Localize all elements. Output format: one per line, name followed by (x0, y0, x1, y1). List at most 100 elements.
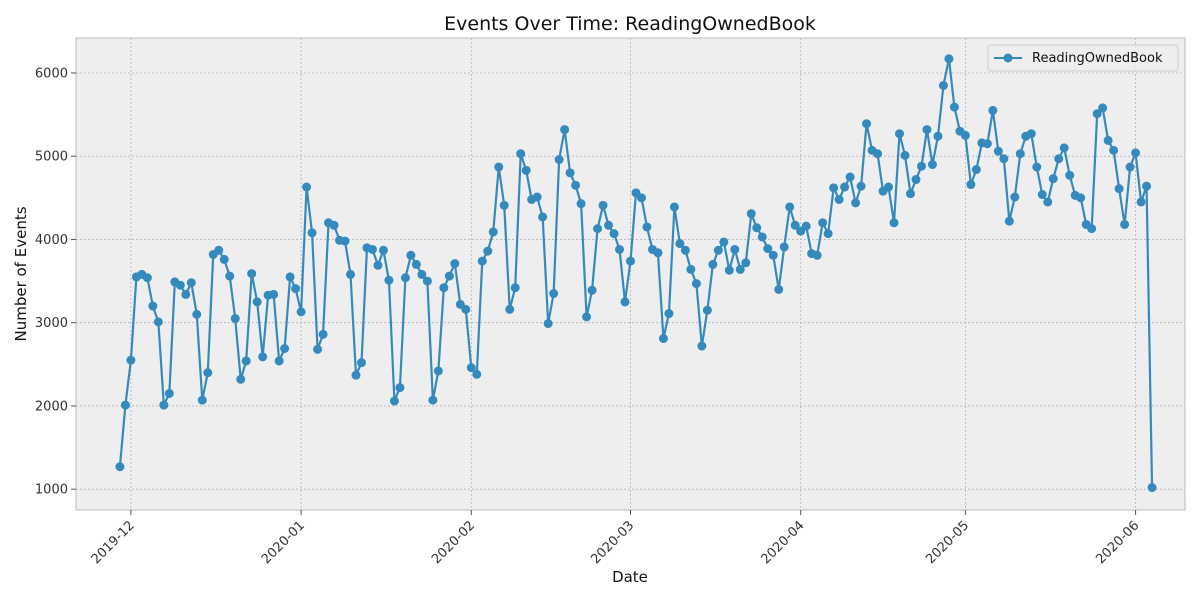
data-point (115, 462, 125, 472)
data-point (1125, 162, 1135, 172)
data-point (845, 172, 855, 182)
data-point (532, 192, 542, 202)
data-point (862, 119, 872, 129)
x-tick-label: 2020-04 (758, 518, 807, 567)
data-point (1098, 103, 1108, 113)
data-point (691, 279, 701, 289)
y-tick-label: 5000 (35, 150, 68, 165)
data-point (949, 102, 959, 112)
data-point (1043, 197, 1053, 207)
data-point (779, 242, 789, 252)
data-point (219, 254, 229, 264)
data-point (966, 180, 976, 190)
data-point (488, 227, 498, 237)
data-point (400, 273, 410, 283)
data-point (1010, 192, 1020, 202)
data-point (565, 168, 575, 178)
grid-layer (76, 38, 1185, 510)
data-point (1076, 193, 1086, 203)
data-point (615, 244, 625, 254)
data-point (823, 229, 833, 239)
data-point (192, 309, 202, 319)
data-point (1131, 148, 1141, 158)
data-point (1120, 219, 1130, 229)
data-point (840, 182, 850, 192)
data-point (560, 125, 570, 135)
data-point (521, 165, 531, 175)
data-point (477, 256, 487, 266)
data-point (433, 366, 443, 376)
data-point (351, 370, 361, 380)
data-point (680, 245, 690, 255)
data-point (356, 358, 366, 368)
data-point (203, 368, 213, 378)
x-tick-label: 2020-06 (1093, 518, 1142, 567)
data-point (153, 317, 163, 327)
data-point (510, 283, 520, 293)
data-point (675, 239, 685, 249)
data-point (971, 165, 981, 175)
data-point (384, 275, 394, 285)
data-point (554, 155, 564, 165)
data-point (1026, 129, 1036, 139)
data-point (873, 149, 883, 159)
data-point (280, 344, 290, 353)
data-point (395, 383, 405, 393)
y-tick-label: 1000 (35, 483, 68, 498)
data-point (252, 297, 262, 307)
data-point (982, 139, 992, 149)
data-point (329, 220, 339, 230)
data-point (746, 209, 756, 219)
data-point (1103, 135, 1113, 145)
y-tick-label: 3000 (35, 316, 68, 331)
data-point (916, 161, 926, 171)
legend: ReadingOwnedBook (987, 44, 1179, 72)
data-point (428, 395, 438, 405)
data-point (499, 200, 509, 210)
data-point (576, 199, 586, 209)
data-point (927, 160, 937, 170)
data-point (505, 304, 515, 314)
data-point (1114, 184, 1124, 194)
data-point (582, 312, 592, 322)
data-point (516, 149, 526, 159)
data-point (724, 265, 734, 275)
data-point (697, 341, 707, 351)
data-point (900, 150, 910, 160)
data-point (1032, 162, 1042, 172)
data-point (411, 259, 421, 269)
data-point (768, 250, 778, 260)
data-point (1142, 181, 1152, 191)
legend-box (987, 44, 1179, 72)
data-point (763, 244, 773, 254)
data-point (1087, 224, 1097, 234)
data-point (1109, 145, 1119, 155)
data-point (735, 264, 745, 274)
data-point (142, 273, 152, 283)
data-point (757, 232, 767, 242)
data-point (1147, 483, 1157, 493)
data-point (186, 278, 196, 288)
legend-marker-swatch (1003, 53, 1013, 63)
data-point (230, 314, 240, 324)
y-tick-label: 4000 (35, 233, 68, 248)
data-point (258, 352, 268, 362)
x-axis-label: Date (612, 568, 648, 586)
x-axis-ticks: 2019-12 2020-01 2020-02 2020-03 2020-04 2020-… (89, 510, 1142, 567)
data-point (340, 236, 350, 246)
data-point (593, 224, 603, 234)
data-point (444, 271, 454, 281)
data-point (346, 269, 355, 279)
data-point (664, 309, 674, 319)
data-point (702, 305, 712, 315)
data-point (225, 271, 235, 281)
data-point (609, 229, 619, 239)
data-point (938, 80, 948, 90)
data-point (1136, 197, 1146, 207)
data-point (274, 356, 284, 366)
data-point (466, 363, 476, 373)
data-point (818, 218, 828, 228)
x-tick-label: 2020-03 (588, 518, 637, 567)
data-point (895, 129, 905, 139)
